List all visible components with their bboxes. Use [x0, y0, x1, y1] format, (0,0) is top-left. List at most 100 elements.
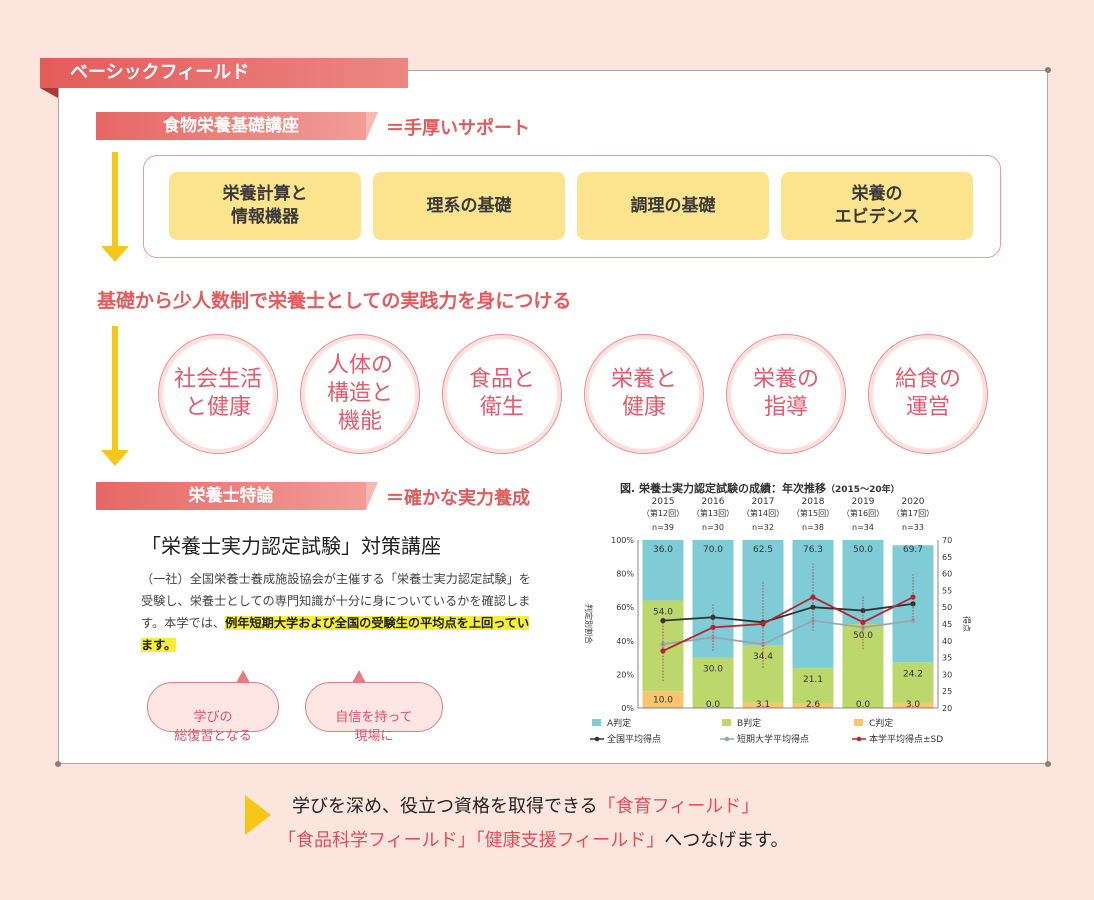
arrow-down-icon — [101, 450, 129, 466]
chart-title-main: 図. 栄養士実力認定試験の成績：年次推移 — [620, 482, 827, 495]
year-label: 2018 — [802, 497, 825, 507]
legend-label: 全国平均得点 — [607, 733, 661, 745]
series-point — [660, 648, 666, 654]
right-tick-label: 45 — [942, 620, 952, 629]
data-label: 62.5 — [753, 545, 773, 555]
data-label: 30.0 — [703, 665, 723, 675]
bottom-line-1-text: 学びを深め、役立つ資格を取得できる — [292, 796, 598, 817]
left-axis-label: 判定別割合 — [584, 604, 594, 644]
data-label: 76.3 — [803, 545, 823, 555]
year-label: 2020 — [902, 497, 925, 507]
topics-frame — [143, 155, 1001, 258]
subject-circle: 食品と 衛生 — [442, 334, 562, 454]
series-point — [910, 618, 916, 624]
right-tick-label: 55 — [942, 586, 952, 595]
year-label: 2016 — [702, 497, 725, 507]
sample-size-label: n=30 — [702, 523, 724, 532]
bottom-line-1: 学びを深め、役立つ資格を取得できる「食育フィールド」 — [292, 792, 759, 818]
left-tick-label: 0% — [621, 704, 634, 713]
subject-circle: 栄養と 健康 — [584, 334, 704, 454]
subject-circle: 社会生活 と健康 — [158, 334, 278, 454]
bar-segment — [892, 702, 934, 708]
data-label: 69.7 — [903, 545, 923, 555]
series-point — [860, 607, 866, 614]
subject-circle: 栄養の 指導 — [726, 334, 846, 454]
series-point — [910, 594, 916, 600]
subject-circle: 給食の 運営 — [868, 334, 988, 454]
year-label: 2015 — [652, 497, 675, 507]
right-tick-label: 30 — [942, 670, 952, 679]
right-tick-label: 70 — [942, 536, 952, 545]
sample-size-label: n=39 — [652, 523, 674, 532]
session-label: （第13回） — [692, 508, 734, 518]
sample-size-label: n=38 — [802, 523, 824, 532]
course-desc-text: （一社）全国栄養士養成施設協会が主催する「栄養士実力認定試験」を受験し、栄養士と… — [141, 572, 531, 630]
series-line — [662, 602, 914, 624]
bubble-tail — [236, 670, 250, 683]
data-label: 54.0 — [653, 607, 673, 617]
course-description: （一社）全国栄養士養成施設協会が主催する「栄養士実力認定試験」を受験し、栄養士と… — [141, 568, 541, 656]
flow-arrow-2 — [112, 326, 118, 450]
session-label: （第12回） — [642, 508, 684, 518]
legend-label: B判定 — [737, 717, 761, 729]
topic-box: 理系の基礎 — [373, 172, 565, 240]
data-label: 34.4 — [753, 652, 773, 662]
section2-label: 栄養士特論 — [96, 482, 378, 510]
mid-heading: 基礎から少人数制で栄養士としての実践力を身につける — [97, 290, 572, 312]
series-point — [760, 621, 766, 627]
section2-note: ＝確かな実力養成 — [386, 488, 530, 509]
data-label: 70.0 — [703, 545, 723, 555]
topic-box: 栄養計算と 情報機器 — [169, 172, 361, 240]
bottom-line-2-fields: 「食品科学フィールド」「健康支援フィールド」 — [278, 830, 665, 851]
legend-marker — [856, 736, 862, 742]
speech-bubble-text: 学びの 総復習となる — [174, 710, 252, 744]
subject-circle: 人体の 構造と 機能 — [300, 334, 420, 454]
data-label: 10.0 — [653, 696, 673, 706]
flow-arrow-1 — [112, 152, 118, 246]
data-label: 24.2 — [903, 669, 923, 679]
year-label: 2019 — [852, 497, 875, 507]
right-axis-label: 得点 — [962, 616, 972, 632]
left-tick-label: 100% — [611, 536, 634, 545]
data-label: 36.0 — [653, 545, 673, 555]
bottom-line-2-text: へつなげます。 — [664, 830, 789, 851]
session-label: （第16回） — [842, 508, 884, 518]
section1-label: 食物栄養基礎講座 — [96, 112, 378, 140]
series-point — [810, 594, 816, 600]
session-label: （第14回） — [742, 508, 784, 518]
left-tick-label: 80% — [616, 570, 634, 579]
play-arrow-icon — [245, 795, 271, 835]
chart-title-range: （2015〜20年） — [826, 485, 900, 495]
corner-dot — [1045, 761, 1051, 767]
series-point — [660, 618, 666, 624]
corner-dot — [1045, 67, 1051, 73]
data-label: 0.0 — [856, 700, 871, 710]
field-tab: ベーシックフィールド — [40, 58, 408, 88]
course-title: 「栄養士実力認定試験」対策講座 — [141, 534, 441, 558]
bar-segment — [642, 540, 684, 601]
right-tick-label: 60 — [942, 570, 952, 579]
bar-segment — [792, 668, 834, 704]
legend-marker — [594, 736, 600, 742]
bar-segment — [842, 624, 884, 708]
legend-label: 短期大学平均得点 — [737, 733, 809, 745]
series-point — [760, 641, 766, 647]
legend-swatch — [592, 719, 601, 726]
field-tab-fold — [40, 88, 58, 98]
series-point — [860, 619, 866, 625]
right-tick-label: 20 — [942, 704, 952, 713]
speech-bubble-text: 自信を持って 現場に — [335, 710, 413, 744]
bubble-tail — [352, 670, 366, 683]
topic-box: 調理の基礎 — [577, 172, 769, 240]
speech-bubble: 自信を持って 現場に — [305, 670, 443, 744]
sample-size-label: n=32 — [752, 523, 774, 532]
data-label: 50.0 — [853, 545, 873, 555]
session-label: （第15回） — [792, 508, 834, 518]
left-tick-label: 40% — [616, 637, 634, 646]
right-tick-label: 35 — [942, 654, 952, 663]
bar-segment — [892, 662, 934, 703]
bar-segment — [692, 657, 734, 708]
sample-size-label: n=33 — [902, 523, 924, 532]
topic-box: 栄養の エビデンス — [781, 172, 973, 240]
series-point — [710, 624, 716, 630]
